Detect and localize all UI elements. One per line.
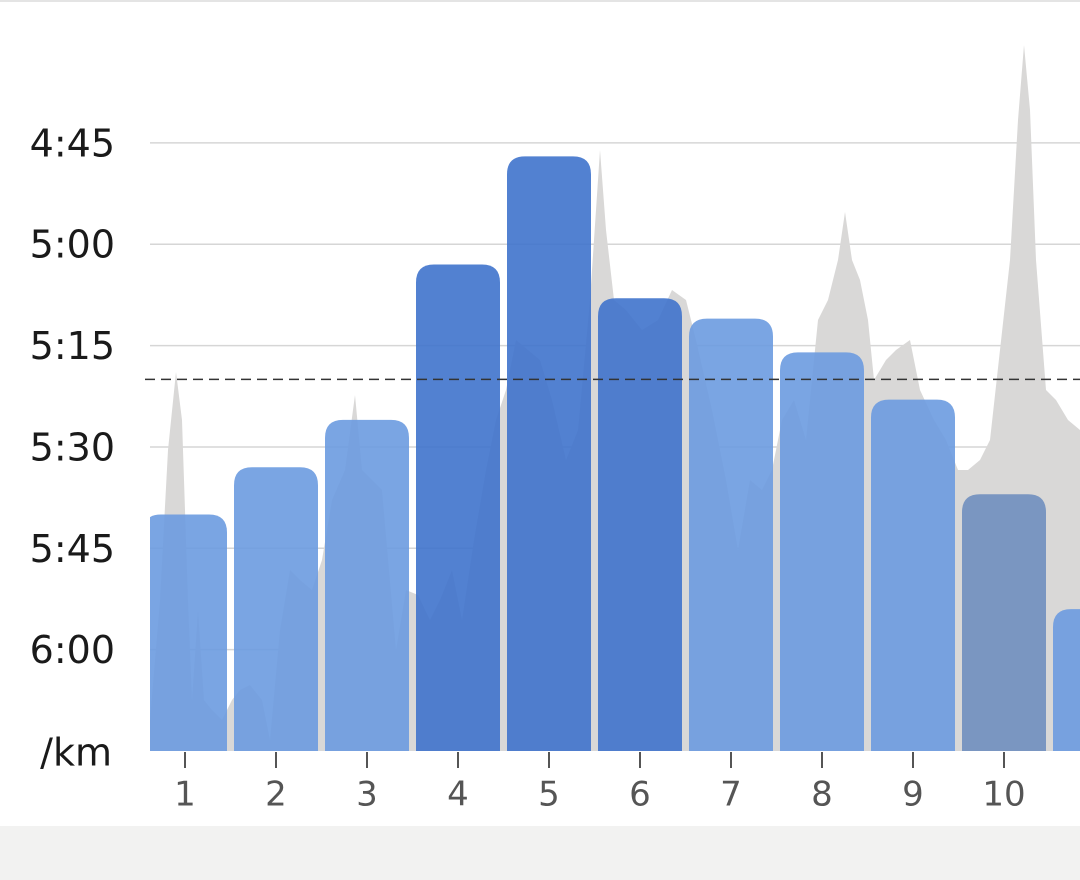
x-tick-label: 4 [447, 775, 469, 815]
y-tick-label: 5:30 [30, 425, 115, 469]
footer-band [0, 826, 1080, 880]
bar [325, 419, 409, 751]
bar [598, 298, 682, 751]
x-tick-label: 1 [174, 775, 196, 815]
bar [689, 318, 773, 751]
y-tick-label: 6:00 [30, 628, 115, 672]
x-tick-label: 2 [265, 775, 287, 815]
x-tick-label: 8 [811, 775, 833, 815]
x-tick-label: 3 [356, 775, 378, 815]
y-tick-label: 5:00 [30, 223, 115, 267]
bar [507, 156, 591, 751]
bar [962, 494, 1046, 751]
overlay: 1 2 3 4 5 6 7 8 9 10 [145, 378, 1080, 815]
x-tick-label: 6 [629, 775, 651, 815]
bars [150, 156, 1080, 751]
bar [1053, 609, 1080, 751]
bar [871, 399, 955, 751]
bar [780, 352, 864, 751]
x-tick-label: 10 [982, 775, 1025, 815]
bar [234, 467, 318, 751]
y-axis-unit: /km [40, 731, 112, 775]
x-tick-label: 7 [720, 775, 742, 815]
x-tick-label: 9 [902, 775, 924, 815]
bar [150, 514, 227, 751]
y-tick-label: 5:15 [30, 324, 115, 368]
y-tick-label: 4:45 [30, 121, 115, 165]
x-tick-label: 5 [538, 775, 560, 815]
y-tick-label: 5:45 [30, 527, 115, 571]
bar [416, 264, 500, 751]
